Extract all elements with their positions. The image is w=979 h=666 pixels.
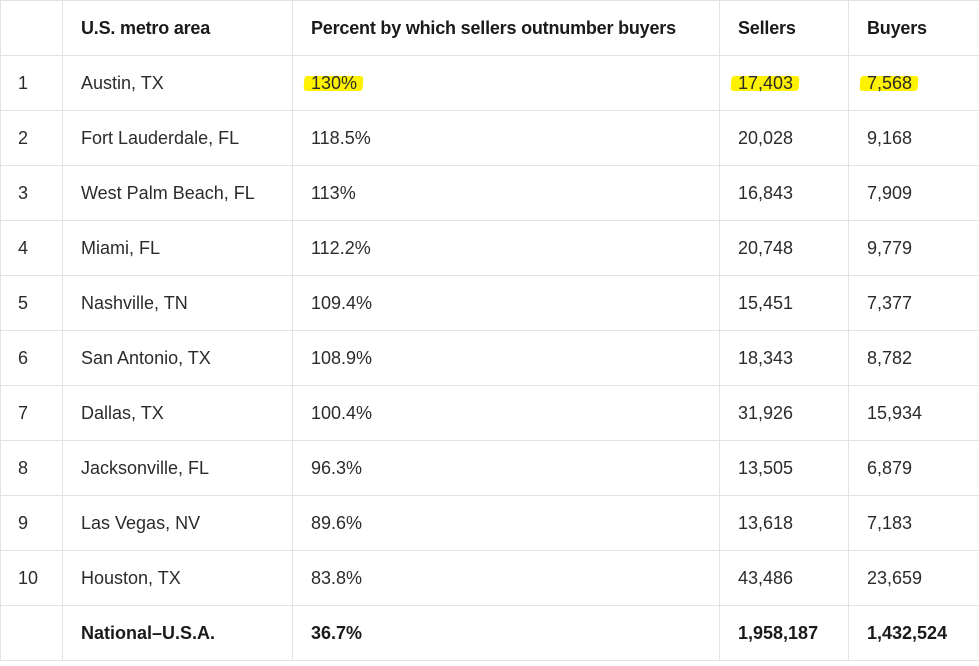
highlighted-percent: 130% — [311, 72, 358, 93]
table-row: 9 Las Vegas, NV 89.6% 13,618 7,183 — [0, 495, 979, 551]
rank-cell — [0, 605, 63, 661]
sellers-cell: 18,343 — [719, 330, 849, 386]
table-row: 6 San Antonio, TX 108.9% 18,343 8,782 — [0, 330, 979, 386]
metro-cell: Fort Lauderdale, FL — [62, 110, 293, 166]
sellers-cell: 13,618 — [719, 495, 849, 551]
percent-cell: 96.3% — [292, 440, 720, 496]
percent-cell: 112.2% — [292, 220, 720, 276]
header-percent: Percent by which sellers outnumber buyer… — [292, 0, 720, 56]
buyers-cell: 1,432,524 — [848, 605, 979, 661]
sellers-cell: 16,843 — [719, 165, 849, 221]
buyers-cell: 23,659 — [848, 550, 979, 606]
sellers-cell: 1,958,187 — [719, 605, 849, 661]
buyers-cell: 9,779 — [848, 220, 979, 276]
buyers-cell: 7,909 — [848, 165, 979, 221]
highlighted-sellers: 17,403 — [738, 72, 794, 93]
metro-cell: Austin, TX — [62, 55, 293, 111]
metro-cell: Houston, TX — [62, 550, 293, 606]
table-row: 2 Fort Lauderdale, FL 118.5% 20,028 9,16… — [0, 110, 979, 166]
table-row: 1 Austin, TX 130% 17,403 7,568 — [0, 55, 979, 111]
rank-cell: 2 — [0, 110, 63, 166]
metro-cell: Miami, FL — [62, 220, 293, 276]
sellers-cell: 20,028 — [719, 110, 849, 166]
sellers-cell: 20,748 — [719, 220, 849, 276]
table-row: 5 Nashville, TN 109.4% 15,451 7,377 — [0, 275, 979, 331]
highlighted-buyers: 7,568 — [867, 72, 913, 93]
rank-cell: 3 — [0, 165, 63, 221]
table-row: 3 West Palm Beach, FL 113% 16,843 7,909 — [0, 165, 979, 221]
header-rank — [0, 0, 63, 56]
sellers-cell: 15,451 — [719, 275, 849, 331]
table-row: 8 Jacksonville, FL 96.3% 13,505 6,879 — [0, 440, 979, 496]
buyers-cell: 15,934 — [848, 385, 979, 441]
metro-cell: West Palm Beach, FL — [62, 165, 293, 221]
rank-cell: 6 — [0, 330, 63, 386]
buyers-cell: 7,183 — [848, 495, 979, 551]
rank-cell: 9 — [0, 495, 63, 551]
metro-cell: Las Vegas, NV — [62, 495, 293, 551]
rank-cell: 10 — [0, 550, 63, 606]
percent-cell: 118.5% — [292, 110, 720, 166]
percent-cell: 100.4% — [292, 385, 720, 441]
buyers-cell: 6,879 — [848, 440, 979, 496]
buyers-cell: 7,568 — [848, 55, 979, 111]
header-buyers: Buyers — [848, 0, 979, 56]
percent-cell: 89.6% — [292, 495, 720, 551]
national-total-row: National–U.S.A. 36.7% 1,958,187 1,432,52… — [0, 605, 979, 661]
rank-cell: 4 — [0, 220, 63, 276]
metro-cell: Nashville, TN — [62, 275, 293, 331]
buyers-cell: 7,377 — [848, 275, 979, 331]
buyers-cell: 9,168 — [848, 110, 979, 166]
metro-cell: Jacksonville, FL — [62, 440, 293, 496]
table-row: 7 Dallas, TX 100.4% 31,926 15,934 — [0, 385, 979, 441]
header-metro-area: U.S. metro area — [62, 0, 293, 56]
metro-cell: San Antonio, TX — [62, 330, 293, 386]
sellers-cell: 17,403 — [719, 55, 849, 111]
buyers-cell: 8,782 — [848, 330, 979, 386]
percent-cell: 108.9% — [292, 330, 720, 386]
header-sellers: Sellers — [719, 0, 849, 56]
table-row: 10 Houston, TX 83.8% 43,486 23,659 — [0, 550, 979, 606]
percent-cell: 109.4% — [292, 275, 720, 331]
percent-cell: 113% — [292, 165, 720, 221]
table-header-row: U.S. metro area Percent by which sellers… — [0, 0, 979, 56]
percent-cell: 36.7% — [292, 605, 720, 661]
percent-cell: 83.8% — [292, 550, 720, 606]
percent-cell: 130% — [292, 55, 720, 111]
rank-cell: 5 — [0, 275, 63, 331]
rank-cell: 7 — [0, 385, 63, 441]
sellers-cell: 13,505 — [719, 440, 849, 496]
metro-cell: National–U.S.A. — [62, 605, 293, 661]
rank-cell: 1 — [0, 55, 63, 111]
metro-cell: Dallas, TX — [62, 385, 293, 441]
table-row: 4 Miami, FL 112.2% 20,748 9,779 — [0, 220, 979, 276]
sellers-cell: 43,486 — [719, 550, 849, 606]
rank-cell: 8 — [0, 440, 63, 496]
sellers-cell: 31,926 — [719, 385, 849, 441]
